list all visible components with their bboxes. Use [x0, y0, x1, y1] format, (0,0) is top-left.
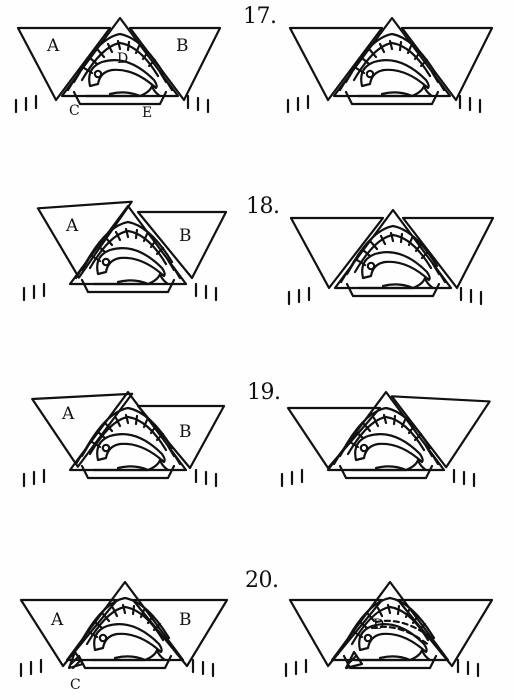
label-a: A: [51, 610, 64, 630]
figure-number-20: 20.: [245, 568, 279, 593]
label-b: B: [176, 36, 189, 56]
label-b: B: [179, 422, 192, 442]
figure-number-18: 18.: [246, 194, 280, 219]
label-a: A: [66, 216, 79, 236]
label-d: D: [117, 51, 129, 67]
label-d: D: [373, 617, 385, 633]
label-e: E: [142, 105, 153, 121]
label-b: B: [179, 610, 192, 630]
label-a: A: [47, 36, 60, 56]
label-c: C: [70, 677, 81, 693]
figure-number-17: 17.: [243, 4, 277, 29]
label-b: B: [179, 226, 192, 246]
figure-number-19: 19.: [247, 380, 281, 405]
label-a: A: [62, 404, 75, 424]
label-c: C: [69, 103, 80, 119]
